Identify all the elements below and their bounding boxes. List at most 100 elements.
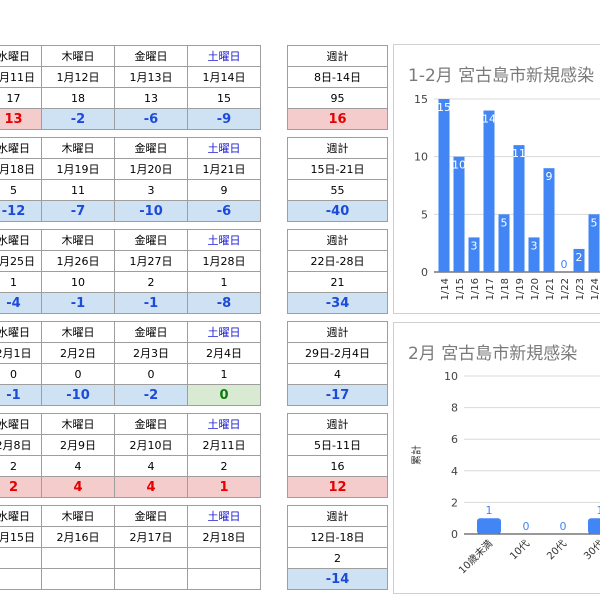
count-cell: 11 [41,179,115,201]
week-total: 2 [287,547,388,569]
date-row: 2月15日 2月16日 2月17日 2月18日 [0,526,261,548]
count-row: 17 18 13 15 [0,87,261,109]
date-cell: 2月3日 [114,342,188,364]
count-cell: 4 [41,455,115,477]
diff-cell: -4 [0,292,42,314]
diff-cell: -2 [41,108,115,130]
weekday-header: 金曜日 [114,413,188,435]
daily-cases-bar-chart: 0 5 10 15 15 1/14 10 1/15 3 1/16 14 1/17 5 1/18 11 1/19… [414,93,600,300]
daily-cases-chart-panel: 1-2月 宮古島市新規感染 0 5 10 15 15 1/14 10 1/15 3 1/16 14 1… [393,44,600,314]
bar [438,99,450,272]
count-cell: 5 [0,179,42,201]
x-tick-label: 10歳未満 [456,538,495,577]
diff-cell: 4 [41,476,115,498]
diff-row: -4 -1 -1 -8 [0,292,261,314]
count-cell: 2 [0,455,42,477]
x-tick-label: 1/24 [590,278,600,300]
weekday-header-row: 水曜日 木曜日 金曜日 土曜日 [0,413,261,435]
weekday-header-row: 水曜日 木曜日 金曜日 土曜日 [0,229,261,251]
diff-row [0,568,261,590]
week-total: 16 [287,455,388,477]
count-cell: 0 [41,363,115,385]
count-row [0,547,261,569]
weekday-header-row: 水曜日 木曜日 金曜日 土曜日 [0,321,261,343]
x-tick-label: 1/23 [575,278,586,300]
bar [588,214,600,272]
weekday-header: 水曜日 [0,413,42,435]
week-diff: 16 [287,108,388,130]
week-diff: -40 [287,200,388,222]
y-tick-label: 15 [414,93,428,106]
y-tick-label: 4 [451,465,458,478]
y-tick-label: 6 [451,433,458,446]
date-cell: 2月8日 [0,434,42,456]
date-cell: 1月26日 [41,250,115,272]
weekday-header: 水曜日 [0,137,42,159]
week-total: 95 [287,87,388,109]
data-label: 11 [512,147,526,160]
data-label: 5 [591,216,598,229]
week-range: 12日-18日 [287,526,388,548]
date-cell: 1月19日 [41,158,115,180]
count-cell: 10 [41,271,115,293]
date-cell: 1月21日 [187,158,261,180]
date-cell: 2月17日 [114,526,188,548]
week-table-2: 水曜日 木曜日 金曜日 土曜日 1月18日 1月19日 1月20日 1月21日 … [0,137,261,222]
count-cell [187,547,261,569]
count-cell: 9 [187,179,261,201]
diff-cell: -8 [187,292,261,314]
date-cell: 1月12日 [41,66,115,88]
week-total-header: 週計 [287,505,388,527]
diff-row: -1 -10 -2 0 [0,384,261,406]
age-group-bar-chart: 0246810累計110歳未満010代020代130代 [410,370,600,577]
weekday-header: 水曜日 [0,321,42,343]
count-cell: 0 [114,363,188,385]
week-diff: 12 [287,476,388,498]
bar [453,156,465,272]
week-total-header: 週計 [287,137,388,159]
date-cell: 1月20日 [114,158,188,180]
y-tick-label: 0 [451,528,458,541]
bar [483,110,495,273]
weekday-header: 木曜日 [41,137,115,159]
data-label: 15 [437,101,451,114]
data-label: 10 [452,159,466,172]
weekday-header-saturday: 土曜日 [187,505,261,527]
x-tick-label: 1/16 [470,278,481,300]
bar [588,518,600,534]
weekday-header-saturday: 土曜日 [187,321,261,343]
week-total-header: 週計 [287,45,388,67]
age-cases-chart-panel: 2月 宮古島市新規感染 0246810累計110歳未満010代020代130代 [393,322,600,594]
count-row: 1 10 2 1 [0,271,261,293]
x-tick-label: 1/22 [560,278,571,300]
diff-cell: -12 [0,200,42,222]
bar [468,237,480,272]
diff-row: -12 -7 -10 -6 [0,200,261,222]
date-cell: 2月9日 [41,434,115,456]
week-total: 55 [287,179,388,201]
y-tick-label: 0 [421,266,428,279]
y-tick-label: 8 [451,402,458,415]
weekday-header: 水曜日 [0,45,42,67]
x-tick-label: 1/21 [545,278,556,300]
date-row: 1月18日 1月19日 1月20日 1月21日 [0,158,261,180]
diff-cell: 1 [187,476,261,498]
week-table-4: 水曜日 木曜日 金曜日 土曜日 2月1日 2月2日 2月3日 2月4日 0 0 … [0,321,261,406]
week-table-6: 水曜日 木曜日 金曜日 土曜日 2月15日 2月16日 2月17日 2月18日 [0,505,261,590]
data-label: 5 [501,216,508,229]
bar [498,214,510,272]
week-diff: -17 [287,384,388,406]
week-table-5: 水曜日 木曜日 金曜日 土曜日 2月8日 2月9日 2月10日 2月11日 2 … [0,413,261,498]
y-tick-label: 10 [444,370,458,383]
y-tick-label: 2 [451,496,458,509]
week-range: 15日-21日 [287,158,388,180]
weekday-header: 水曜日 [0,505,42,527]
diff-cell: -10 [114,200,188,222]
weekday-header: 金曜日 [114,505,188,527]
diff-cell: -6 [114,108,188,130]
week-range: 5日-11日 [287,434,388,456]
x-tick-label: 1/20 [530,278,541,300]
weekday-header-row: 水曜日 木曜日 金曜日 土曜日 [0,505,261,527]
diff-cell: -2 [114,384,188,406]
diff-cell [114,568,188,590]
